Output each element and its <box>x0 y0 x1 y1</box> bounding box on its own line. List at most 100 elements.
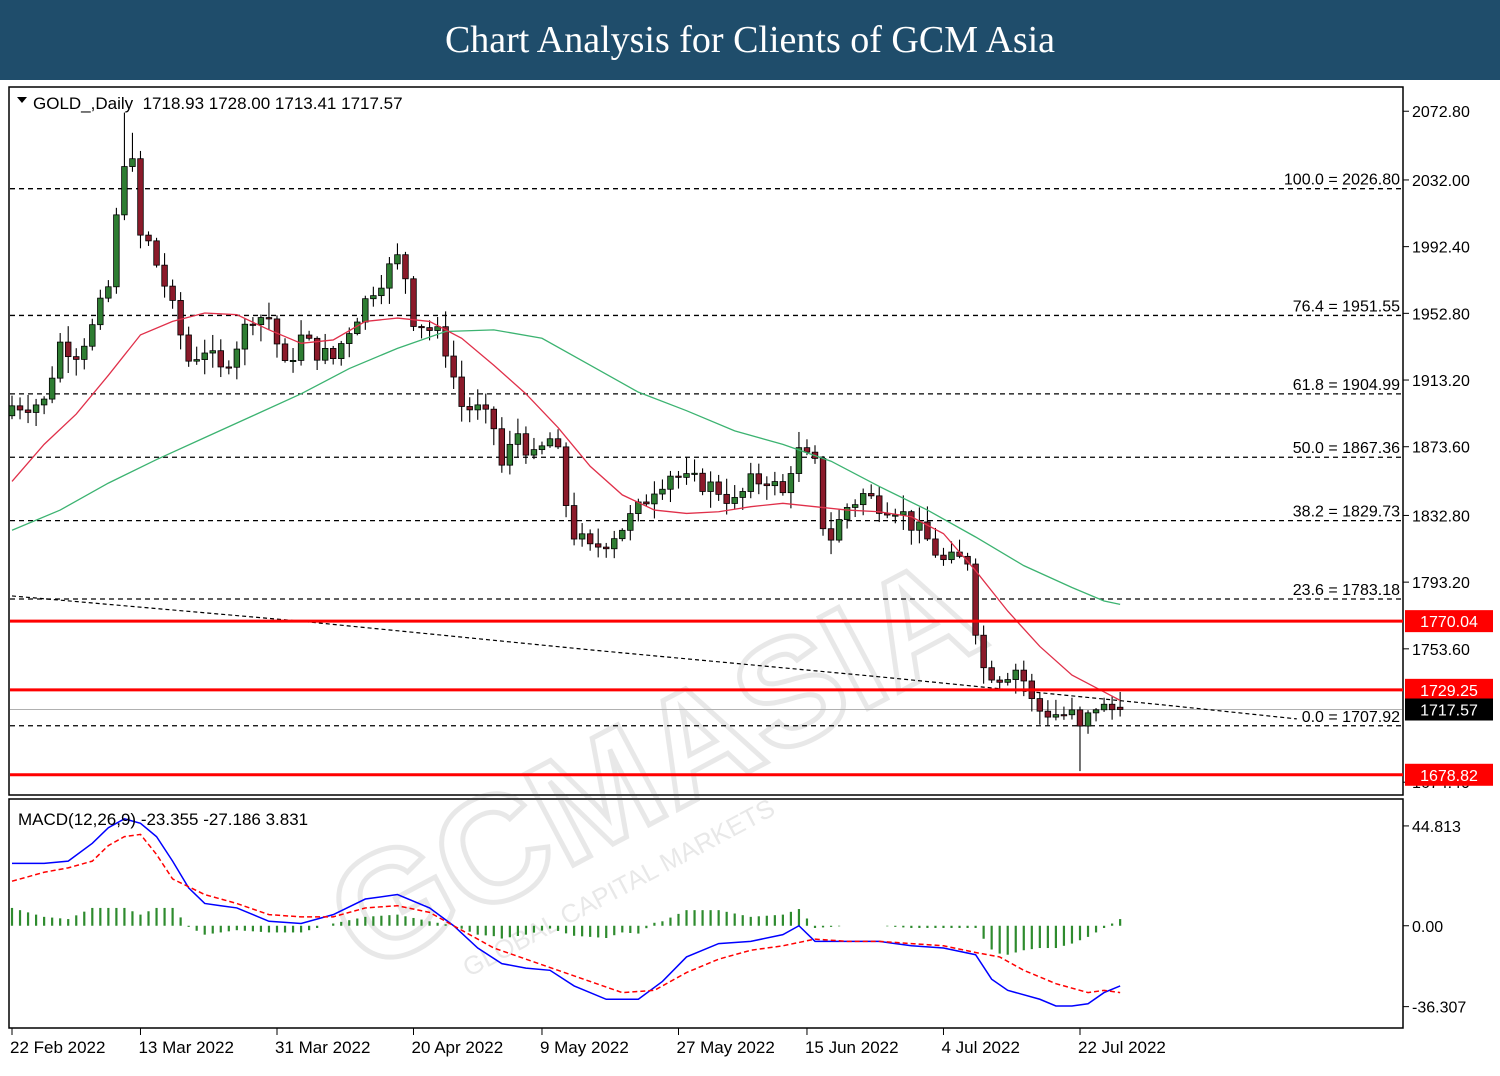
candle-bearish <box>699 472 706 492</box>
candle-bearish <box>273 318 281 345</box>
fib-level-label: 61.8 = 1904.99 <box>1293 377 1400 394</box>
candle-bullish <box>1004 679 1011 683</box>
candle-bearish <box>65 341 72 358</box>
candle-bullish <box>514 433 522 445</box>
candle-bearish <box>988 667 995 681</box>
macd-tick-label: 0.00 <box>1412 919 1443 936</box>
candle-bearish <box>466 406 473 411</box>
candle-bearish <box>723 493 730 504</box>
candle-bearish <box>410 278 417 327</box>
macd-tick-label: 44.813 <box>1412 819 1461 836</box>
candle-bullish <box>851 504 859 508</box>
candle-bearish <box>554 438 562 448</box>
candle-bearish <box>16 405 24 411</box>
candle-bearish <box>185 334 192 362</box>
candle-bullish <box>209 350 216 354</box>
candle-bearish <box>586 533 594 545</box>
candle-bullish <box>916 521 923 531</box>
candle-bearish <box>594 543 602 548</box>
price-axis: 2072.80 2032.00 1992.40 1952.80 1913.20 1873.… <box>1403 104 1493 792</box>
candle-bearish <box>908 511 915 531</box>
time-tick-label: 13 Mar 2022 <box>138 1038 233 1057</box>
candle-bullish <box>506 443 514 466</box>
candle-bearish <box>715 481 722 495</box>
price-tick-label: 1793.20 <box>1412 575 1470 592</box>
current-price-tag-label: 1717.57 <box>1420 703 1478 720</box>
candle-bullish <box>731 497 738 504</box>
candle-bearish <box>402 254 409 280</box>
candle-bearish <box>763 483 771 487</box>
candle-bullish <box>683 473 690 478</box>
time-tick-label: 9 May 2022 <box>540 1038 629 1057</box>
candle-bearish <box>458 376 465 407</box>
candlesticks <box>8 112 1124 772</box>
candle-bearish <box>932 538 939 556</box>
candle-bullish <box>538 445 546 451</box>
time-tick-label: 31 Mar 2022 <box>275 1038 370 1057</box>
fibonacci-levels: 100.0 = 2026.80 76.4 = 1951.55 61.8 = 1904… <box>10 172 1402 727</box>
moving-averages <box>11 312 1121 701</box>
price-tick-label: 2072.80 <box>1412 104 1470 121</box>
candle-bullish <box>1012 669 1019 680</box>
candle-bullish <box>48 377 56 400</box>
time-tick-label: 15 Jun 2022 <box>805 1038 899 1057</box>
key-level-tag-label: 1770.04 <box>1420 614 1478 631</box>
candle-bearish <box>827 528 835 541</box>
candle-bullish <box>530 449 538 456</box>
candle-bearish <box>498 428 506 466</box>
candle-bullish <box>338 343 345 359</box>
candle-bearish <box>779 481 787 494</box>
price-panel-header: GOLD_,Daily 1718.93 1728.00 1713.41 1717… <box>33 94 403 113</box>
candle-bullish <box>121 166 128 216</box>
candle-bearish <box>819 458 827 530</box>
candle-bullish <box>40 398 48 406</box>
candle-bullish <box>297 334 305 361</box>
dropdown-arrow-icon[interactable] <box>17 97 27 103</box>
candle-bearish <box>964 555 971 565</box>
key-level-tag <box>1405 678 1493 701</box>
candle-bullish <box>257 317 265 326</box>
candle-bullish <box>546 438 554 447</box>
price-tick-label: 1952.80 <box>1412 306 1470 323</box>
price-tick-label: 1832.80 <box>1412 508 1470 525</box>
price-tick-label: 1992.40 <box>1412 240 1470 257</box>
candle-bearish <box>225 366 233 369</box>
candle-bearish <box>24 409 32 413</box>
candle-bearish <box>603 546 610 550</box>
time-tick-label: 22 Feb 2022 <box>10 1038 105 1057</box>
candle-bearish <box>137 158 144 236</box>
price-tick-label: 1753.60 <box>1412 642 1470 659</box>
candle-bearish <box>675 475 682 478</box>
candle-bearish <box>996 679 1003 683</box>
candle-bearish <box>755 473 762 485</box>
price-tick-label: 1873.60 <box>1412 440 1470 457</box>
candle-bearish <box>1044 710 1052 718</box>
candle-bearish <box>161 264 168 287</box>
candle-bullish <box>81 345 88 360</box>
candle-bullish <box>771 481 779 487</box>
candle-bullish <box>659 488 666 495</box>
candle-bullish <box>747 473 754 492</box>
macd-tick-label: -36.307 <box>1412 1000 1466 1017</box>
candle-bearish <box>570 505 578 540</box>
time-tick-label: 27 May 2022 <box>676 1038 774 1057</box>
candle-bullish <box>651 493 658 505</box>
candle-bullish <box>707 481 714 492</box>
candle-bullish <box>434 326 441 331</box>
candle-bullish <box>89 324 96 347</box>
candle-bearish <box>972 563 979 636</box>
candle-bullish <box>611 538 618 550</box>
candle-bearish <box>249 323 257 326</box>
candle-bullish <box>795 447 803 474</box>
candle-bearish <box>153 240 160 266</box>
candle-bearish <box>265 317 273 320</box>
candle-bullish <box>948 551 955 561</box>
candle-bearish <box>1060 714 1068 717</box>
macd-indicator: 44.813 0.00 -36.307 <box>10 818 1466 1017</box>
candle-bullish <box>370 295 377 300</box>
candle-bearish <box>482 404 489 410</box>
candle-bearish <box>73 356 80 360</box>
candle-bearish <box>1108 703 1116 711</box>
candle-bullish <box>843 507 851 520</box>
